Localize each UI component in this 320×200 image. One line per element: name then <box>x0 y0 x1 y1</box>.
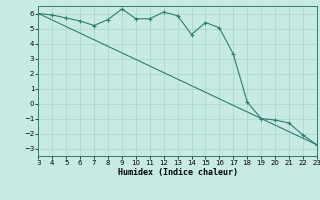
X-axis label: Humidex (Indice chaleur): Humidex (Indice chaleur) <box>118 168 238 177</box>
